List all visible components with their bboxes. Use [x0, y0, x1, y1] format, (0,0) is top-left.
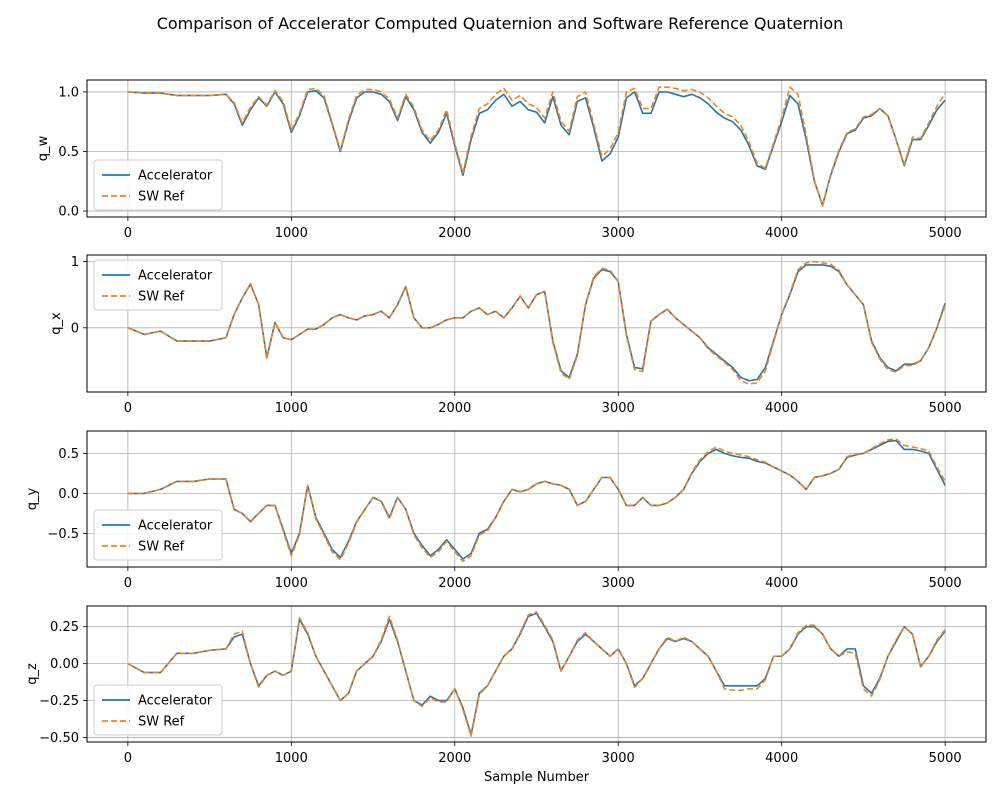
x-tick-label: 2000: [438, 226, 471, 241]
x-tick-label: 4000: [765, 751, 798, 766]
y-axis-label: q_y: [25, 487, 40, 510]
x-tick-label: 4000: [765, 576, 798, 591]
x-tick-label: 2000: [438, 401, 471, 416]
x-tick-label: 5000: [929, 751, 962, 766]
subplot-q-y: 0 1000 2000 3000 4000 5000 −0.5 0.0 0.5 q_y Accele…: [25, 430, 987, 591]
x-tick-label: 0: [124, 401, 132, 416]
subplot-q-z: 0 1000 2000 3000 4000 5000 −0.50 −0.25 0.00 0.25 q…: [25, 605, 987, 785]
x-tick-label: 2000: [438, 751, 471, 766]
x-tick-label: 0: [124, 751, 132, 766]
x-tick-label: 1000: [275, 401, 308, 416]
subplot-q-x: 0 1000 2000 3000 4000 5000 0 1 q_x Accelerator SW …: [49, 254, 987, 416]
series-line-sw-ref: [127, 438, 946, 563]
legend: Accelerator SW Ref: [93, 684, 223, 736]
y-tick-label: 1.0: [58, 85, 79, 100]
legend-label: SW Ref: [138, 715, 185, 730]
y-tick-label: 0.0: [58, 205, 79, 220]
series-line-sw-ref: [127, 260, 946, 385]
legend-box: [93, 684, 223, 736]
axes-frame: [86, 254, 987, 393]
legend-label: Accelerator: [138, 519, 213, 534]
y-tick-label: 0.0: [58, 487, 79, 502]
y-axis-label: q_w: [36, 135, 51, 161]
x-tick-label: 0: [124, 576, 132, 591]
legend: Accelerator SW Ref: [93, 509, 223, 561]
series-line-accelerator: [127, 612, 946, 736]
x-tick-label: 1000: [275, 226, 308, 241]
x-tick-label: 0: [124, 226, 132, 241]
legend-label: Accelerator: [138, 169, 213, 184]
x-tick-label: 3000: [602, 401, 635, 416]
axes-frame: [86, 605, 987, 743]
legend-box: [93, 159, 223, 211]
y-tick-label: −0.25: [39, 694, 79, 709]
y-tick-label: 0.25: [50, 620, 79, 635]
legend-box: [93, 259, 223, 311]
x-tick-label: 1000: [275, 576, 308, 591]
legend-box: [93, 509, 223, 561]
y-tick-label: 0.00: [50, 657, 79, 672]
y-axis-label: q_x: [49, 312, 64, 335]
y-tick-label: 0.5: [58, 145, 79, 160]
legend-label: SW Ref: [138, 540, 185, 555]
y-tick-label: 1: [71, 255, 79, 270]
x-tick-label: 3000: [602, 226, 635, 241]
legend-label: Accelerator: [138, 694, 213, 709]
legend-label: Accelerator: [138, 269, 213, 284]
y-tick-label: −0.5: [47, 527, 79, 542]
subplot-q-w: 0 1000 2000 3000 4000 5000 0.0 0.5 1.0 q_w Acceler…: [36, 79, 987, 241]
series-line-sw-ref: [127, 611, 946, 737]
y-tick-label: 0: [71, 321, 79, 336]
x-tick-label: 3000: [602, 576, 635, 591]
axes-frame: [86, 79, 987, 218]
x-tick-label: 3000: [602, 751, 635, 766]
x-tick-label: 1000: [275, 751, 308, 766]
x-tick-label: 2000: [438, 576, 471, 591]
figure-title: Comparison of Accelerator Computed Quate…: [157, 14, 844, 33]
axes-frame: [86, 430, 987, 568]
legend-label: SW Ref: [138, 190, 185, 205]
x-tick-label: 4000: [765, 401, 798, 416]
y-tick-label: 0.5: [58, 447, 79, 462]
series-line-accelerator: [127, 264, 946, 382]
x-tick-label: 4000: [765, 226, 798, 241]
x-tick-label: 5000: [929, 401, 962, 416]
series-line-sw-ref: [127, 86, 946, 208]
legend: Accelerator SW Ref: [93, 159, 223, 211]
x-tick-label: 5000: [929, 576, 962, 591]
legend-label: SW Ref: [138, 290, 185, 305]
x-tick-label: 5000: [929, 226, 962, 241]
y-tick-label: −0.50: [39, 731, 79, 746]
y-axis-label: q_z: [25, 663, 40, 685]
x-axis-label: Sample Number: [484, 770, 590, 785]
series-line-accelerator: [127, 439, 946, 560]
legend: Accelerator SW Ref: [93, 259, 223, 311]
